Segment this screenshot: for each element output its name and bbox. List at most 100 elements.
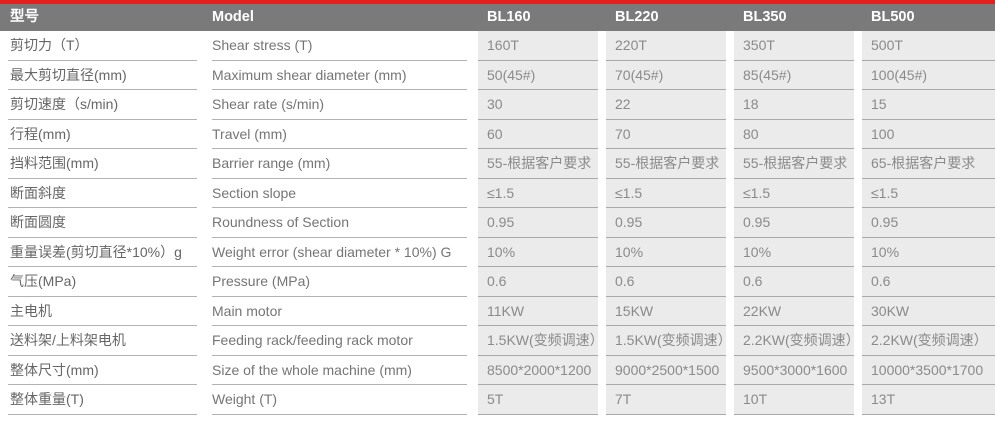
header-model-bl160: BL160	[487, 9, 531, 25]
column-gap	[197, 4, 212, 31]
column-gap	[467, 326, 478, 356]
spec-label-en: Pressure (MPa)	[212, 267, 467, 297]
column-gap	[726, 90, 734, 120]
column-gap	[598, 385, 606, 415]
column-gap	[598, 326, 606, 356]
spec-label-cn: 整体重量(T)	[8, 385, 197, 415]
table-row: 剪切速度（s/min) Shear rate (s/min) 30 22 18 …	[8, 90, 995, 120]
column-gap	[598, 31, 606, 61]
column-gap	[197, 61, 212, 91]
spec-value-bl220: 0.95	[606, 208, 726, 238]
spec-value-bl220: 55-根据客户要求	[606, 149, 726, 179]
column-gap	[726, 4, 734, 31]
spec-label-en: Travel (mm)	[212, 120, 467, 149]
column-gap	[197, 179, 212, 209]
spec-value-bl220: 0.6	[606, 267, 726, 297]
column-gap	[197, 120, 212, 150]
spec-value-bl220: 220T	[606, 31, 726, 61]
column-gap	[598, 149, 606, 179]
column-gap	[854, 208, 862, 238]
spec-value-bl500: 0.6	[862, 267, 995, 297]
table-row: 剪切力（T） Shear stress (T) 160T 220T 350T 5…	[8, 31, 995, 61]
column-gap	[197, 90, 212, 120]
spec-label-en: Weight (T)	[212, 385, 467, 415]
column-gap	[197, 356, 212, 386]
column-gap	[726, 120, 734, 150]
spec-value-bl160: 0.6	[478, 267, 598, 297]
spec-value-bl500: 0.95	[862, 208, 995, 238]
column-gap	[598, 179, 606, 209]
column-gap	[598, 208, 606, 238]
spec-label-en: Weight error (shear diameter * 10%) G	[212, 238, 467, 267]
column-gap	[854, 90, 862, 120]
column-gap	[854, 179, 862, 209]
spec-value-bl350: 350T	[734, 31, 854, 61]
column-gap	[197, 31, 212, 61]
spec-value-bl220: 70	[606, 119, 726, 149]
column-gap	[467, 179, 478, 209]
spec-value-bl160: 0.95	[478, 208, 598, 238]
column-gap	[726, 61, 734, 91]
column-gap	[726, 297, 734, 327]
spec-value-bl500: 100	[862, 119, 995, 149]
spec-value-bl220: 70(45#)	[606, 60, 726, 90]
spec-value-bl350: 85(45#)	[734, 60, 854, 90]
column-gap	[854, 149, 862, 179]
spec-value-bl500: 10%	[862, 237, 995, 267]
column-gap	[197, 297, 212, 327]
spec-value-bl500: 2.2KW(变频调速）	[862, 326, 995, 356]
column-gap	[854, 120, 862, 150]
spec-value-bl350: ≤1.5	[734, 178, 854, 208]
spec-value-bl350: 0.95	[734, 208, 854, 238]
table-row: 行程(mm) Travel (mm) 60 70 80 100	[8, 119, 995, 150]
header-model-bl500: BL500	[871, 9, 915, 25]
spec-value-bl350: 80	[734, 119, 854, 149]
spec-label-en: Section slope	[212, 179, 467, 208]
column-gap	[197, 238, 212, 268]
column-gap	[726, 208, 734, 238]
spec-value-bl220: 22	[606, 90, 726, 120]
spec-value-bl220: 9000*2500*1500	[606, 355, 726, 385]
column-gap	[854, 356, 862, 386]
column-gap	[467, 4, 478, 31]
column-gap	[726, 179, 734, 209]
table-header-row: 型号 Model BL160 BL220 BL350 BL500	[0, 4, 995, 31]
spec-label-cn: 气压(MPa)	[8, 267, 197, 297]
spec-value-bl350: 10%	[734, 237, 854, 267]
spec-value-bl350: 18	[734, 90, 854, 120]
table-row: 整体尺寸(mm) Size of the whole machine (mm) …	[8, 355, 995, 386]
spec-label-cn: 最大剪切直径(mm)	[8, 61, 197, 90]
spec-value-bl160: 11KW	[478, 296, 598, 326]
spec-value-bl350: 2.2KW(变频调速）	[734, 326, 860, 356]
column-gap	[726, 326, 734, 356]
spec-label-en: Roundness of Section	[212, 208, 467, 238]
spec-label-cn: 剪切速度（s/min)	[8, 90, 197, 120]
column-gap	[854, 238, 862, 268]
column-gap	[197, 326, 212, 356]
spec-value-bl160: 55-根据客户要求	[478, 149, 598, 179]
spec-value-bl160: 160T	[478, 31, 598, 61]
table-row: 重量误差(剪切直径*10%）g Weight error (shear diam…	[8, 237, 995, 268]
spec-label-en: Size of the whole machine (mm)	[212, 356, 467, 385]
spec-value-bl350: 0.6	[734, 267, 854, 297]
column-gap	[598, 120, 606, 150]
accent-bar	[0, 0, 995, 4]
spec-value-bl160: ≤1.5	[478, 178, 598, 208]
column-gap	[467, 385, 478, 415]
spec-value-bl220: 15KW	[606, 296, 726, 326]
spec-label-en: Main motor	[212, 297, 467, 326]
table-row: 断面圆度 Roundness of Section 0.95 0.95 0.95…	[8, 208, 995, 238]
spec-value-bl160: 8500*2000*1200	[478, 355, 598, 385]
spec-value-bl350: 55-根据客户要求	[734, 149, 854, 179]
spec-value-bl160: 30	[478, 90, 598, 120]
spec-value-bl350: 22KW	[734, 296, 854, 326]
column-gap	[598, 356, 606, 386]
column-gap	[467, 61, 478, 91]
spec-value-bl160: 1.5KW(变频调速）	[478, 326, 604, 356]
spec-label-cn: 断面斜度	[8, 179, 197, 208]
header-label-en: Model	[212, 9, 254, 25]
column-gap	[854, 61, 862, 91]
spec-label-cn: 挡料范围(mm)	[8, 149, 197, 179]
header-label-cn: 型号	[10, 9, 39, 25]
